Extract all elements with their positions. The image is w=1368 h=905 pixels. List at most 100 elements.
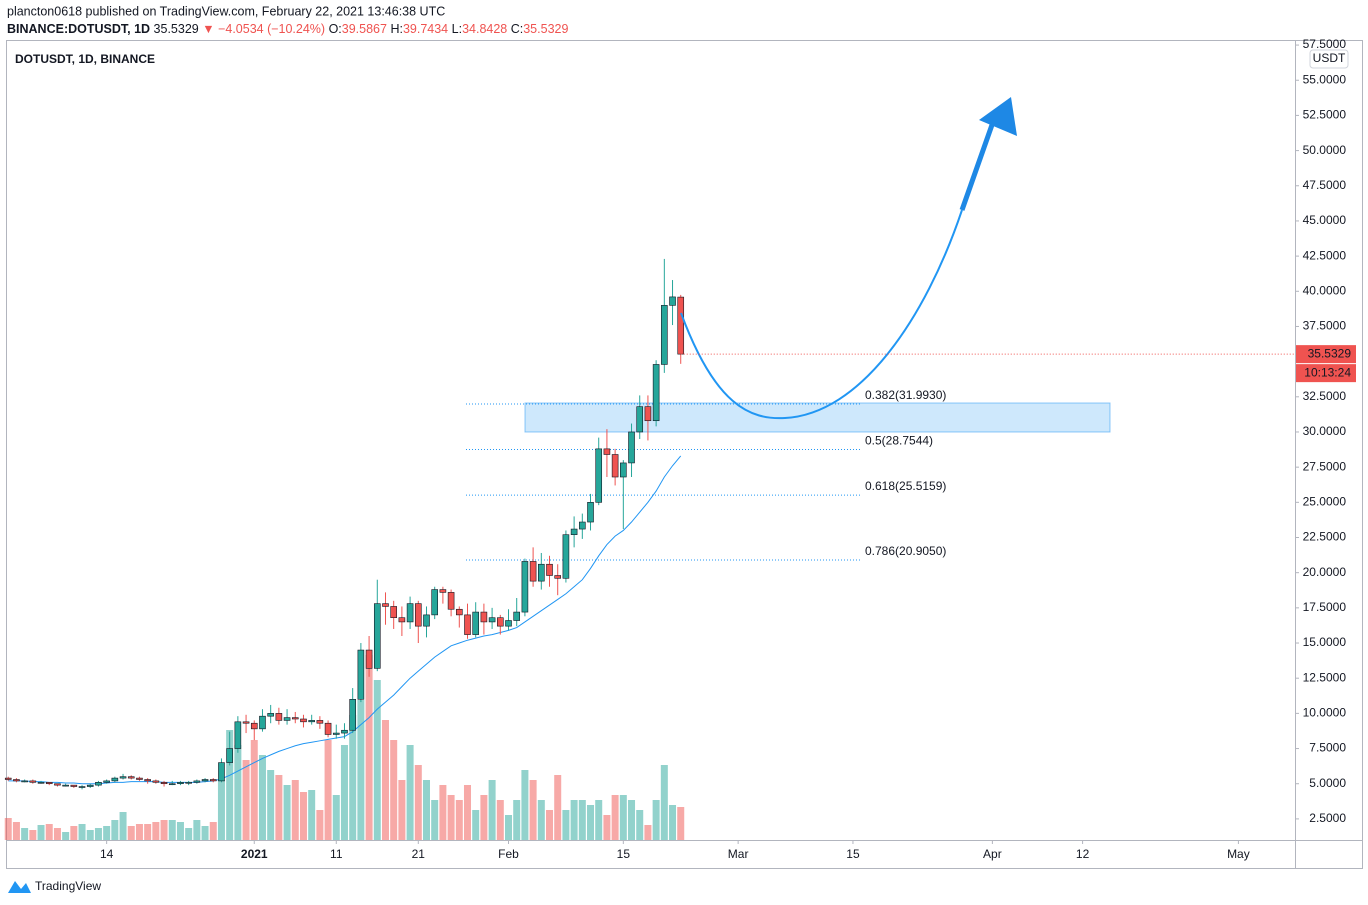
y-tick-label: 2.5000 <box>1309 811 1346 825</box>
countdown-tag <box>1296 364 1356 383</box>
candle-body <box>193 780 201 783</box>
volume-bar <box>201 826 209 840</box>
volume-bar <box>62 832 70 840</box>
candle-body <box>341 729 348 734</box>
arrow-shaft <box>959 121 996 211</box>
x-tick-label: May <box>1227 847 1250 861</box>
volume-bar <box>94 828 102 840</box>
candle-body <box>201 779 209 782</box>
y-tick-label: 50.0000 <box>1303 143 1347 157</box>
y-tick-label: 17.5000 <box>1303 600 1347 614</box>
candle-body <box>357 649 365 700</box>
volume-bar <box>414 765 422 840</box>
y-tick-label: 22.5000 <box>1303 530 1347 544</box>
volume-bar <box>513 800 521 840</box>
volume-bar <box>603 815 611 840</box>
candle-body <box>13 779 20 782</box>
volume-bar <box>357 700 365 840</box>
volume-bar <box>431 800 439 840</box>
candle-body <box>29 780 37 783</box>
volume-bar <box>349 715 357 840</box>
volume-bar <box>619 795 627 840</box>
volume-bar <box>390 740 398 840</box>
volume-bar <box>209 822 217 840</box>
candle-body <box>78 786 86 788</box>
volume-bar <box>185 828 193 840</box>
volume-bar <box>12 822 20 840</box>
candle-body <box>168 783 176 786</box>
candle-body <box>570 528 578 535</box>
x-tick-label: Apr <box>983 847 1002 861</box>
candle-body <box>62 784 69 787</box>
volume-bar <box>488 780 496 840</box>
volume-bar <box>472 810 480 840</box>
candle-body <box>218 762 225 782</box>
volume-bar <box>86 830 94 840</box>
candle-body <box>250 722 258 730</box>
volume-bar <box>439 785 447 840</box>
chart-frame <box>6 40 1363 869</box>
x-tick-label: 12 <box>1076 847 1090 861</box>
y-tick-label: 57.5000 <box>1303 37 1347 51</box>
candle-body <box>70 784 78 787</box>
candle-body <box>406 603 414 623</box>
candle-body <box>661 305 668 365</box>
volume-bar <box>152 822 160 840</box>
last-price-tag <box>1296 345 1356 364</box>
y-tick-label: 10.0000 <box>1303 706 1347 720</box>
candle-body <box>538 563 545 582</box>
candle-body <box>45 782 53 785</box>
x-tick-label: Mar <box>728 847 749 861</box>
candle-body <box>390 606 397 618</box>
x-tick-label: Feb <box>498 847 519 861</box>
candle-body <box>316 720 324 724</box>
volume-bar <box>521 770 529 840</box>
candle-body <box>54 783 61 786</box>
logo-icon <box>8 881 31 893</box>
candle-body <box>521 561 529 613</box>
volume-bar <box>578 800 586 840</box>
candle-body <box>185 782 192 784</box>
header-line: BINANCE:DOTUSDT, 1D 35.5329 ▼ −4.0534 (−… <box>7 22 568 36</box>
y-tick-label: 55.0000 <box>1303 72 1347 86</box>
volume-bar <box>660 765 668 840</box>
candle-body <box>95 782 102 786</box>
candle-body <box>455 608 463 616</box>
x-tick-label: 2021 <box>241 847 268 861</box>
volume-bar <box>4 818 12 840</box>
y-tick-label: 25.0000 <box>1303 495 1347 509</box>
y-tick-label: 40.0000 <box>1303 283 1347 297</box>
volume-bar <box>308 790 316 840</box>
candle-body <box>423 614 430 627</box>
volume-bar <box>398 780 406 840</box>
candle-body <box>234 721 242 749</box>
change: ▼ −4.0534 (−10.24%) <box>202 22 325 36</box>
candle-body <box>628 431 635 464</box>
candle-body <box>21 780 28 783</box>
candle-body <box>267 713 274 717</box>
volume-bar <box>455 800 463 840</box>
volume-bar <box>234 745 242 840</box>
candle-body <box>291 717 299 720</box>
y-tick-label: 42.5000 <box>1303 248 1347 262</box>
candle-body <box>259 715 266 730</box>
candle-body <box>439 589 447 593</box>
candle-body <box>398 617 406 623</box>
arrow-head <box>979 97 1017 136</box>
candle-body <box>529 561 537 582</box>
logo <box>8 881 31 893</box>
volume-bar <box>373 680 381 840</box>
volume-bar <box>546 810 554 840</box>
y-tick-label: 47.5000 <box>1303 178 1347 192</box>
volume-bar <box>299 792 307 840</box>
volume-bar <box>447 795 455 840</box>
volume-bar <box>365 655 373 840</box>
volume-bar <box>217 780 225 840</box>
fib-label: 0.786(20.9050) <box>865 544 946 558</box>
chart-title: DOTUSDT, 1D, BINANCE <box>15 52 155 66</box>
candle-body <box>382 603 389 607</box>
volume-bar <box>111 820 119 840</box>
volume-bar <box>127 826 135 840</box>
symbol: BINANCE:DOTUSDT, 1D <box>7 22 150 36</box>
